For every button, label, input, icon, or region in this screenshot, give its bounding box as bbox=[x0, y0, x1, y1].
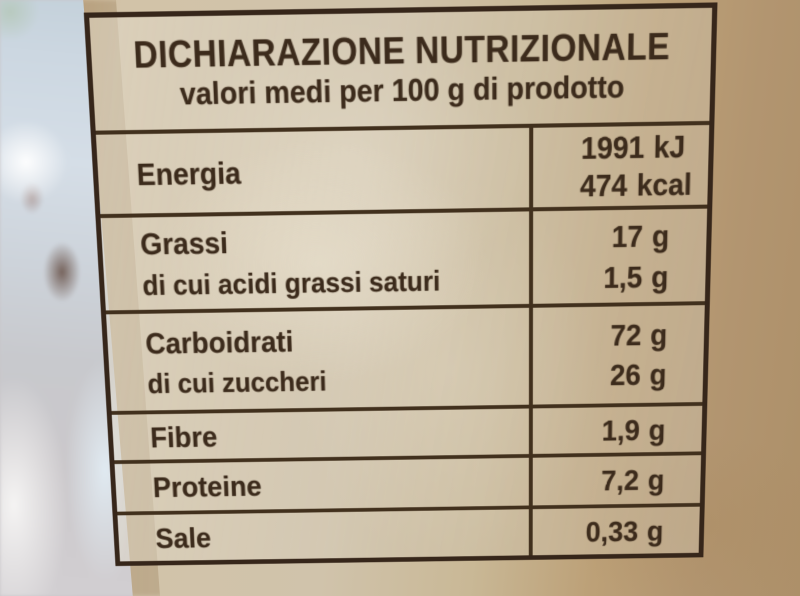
value-number: 1,5 bbox=[603, 259, 643, 295]
value-line: 72 g bbox=[539, 314, 695, 356]
value-line: 1,9 g bbox=[539, 409, 693, 450]
row-label: Proteine bbox=[152, 469, 263, 504]
row-value-cell: 0,33 g bbox=[528, 506, 700, 556]
row-proteine: Proteine 7,2 g bbox=[114, 451, 702, 512]
row-sublabel: di cui zuccheri bbox=[146, 365, 328, 400]
row-sublabel: di cui acidi grassi saturi bbox=[141, 265, 441, 303]
row-label-cell: Grassi di cui acidi grassi saturi bbox=[101, 211, 529, 310]
value-number: 26 bbox=[609, 357, 642, 392]
value-line: 1,5 g bbox=[539, 255, 696, 298]
value-number: 1,9 bbox=[601, 412, 641, 447]
row-value-cell: 72 g 26 g bbox=[528, 305, 705, 405]
value-line: 0,33 g bbox=[538, 511, 690, 551]
value-number: 0,33 bbox=[585, 514, 639, 548]
value-unit: g bbox=[649, 357, 667, 392]
value-number: 1991 bbox=[580, 129, 645, 167]
value-number: 17 bbox=[611, 218, 644, 254]
value-unit: kcal bbox=[636, 166, 692, 203]
row-label-cell: Energia bbox=[96, 128, 529, 214]
nutrition-table-frame: DICHIARAZIONE NUTRIZIONALE valori medi p… bbox=[83, 2, 718, 567]
table-header: DICHIARAZIONE NUTRIZIONALE valori medi p… bbox=[89, 8, 712, 131]
row-label: Grassi bbox=[139, 225, 229, 262]
value-line: 7,2 g bbox=[539, 460, 692, 501]
value-line: 17 g bbox=[539, 214, 697, 257]
value-unit: g bbox=[648, 412, 666, 447]
value-unit: g bbox=[651, 217, 670, 254]
row-label-cell: Fibre bbox=[112, 408, 529, 460]
row-value-cell: 1991 kJ 474 kcal bbox=[529, 125, 710, 208]
value-number: 474 bbox=[579, 167, 628, 204]
row-label: Sale bbox=[154, 520, 212, 555]
row-label: Fibre bbox=[149, 419, 218, 454]
value-unit: kJ bbox=[653, 128, 686, 165]
row-value-cell: 1,9 g bbox=[528, 405, 703, 455]
row-energia: Energia 1991 kJ 474 kcal bbox=[95, 120, 710, 215]
table-subtitle: valori medi per 100 g di prodotto bbox=[178, 68, 625, 112]
row-label: Energia bbox=[135, 154, 242, 192]
value-unit: g bbox=[647, 463, 665, 497]
row-grassi: Grassi di cui acidi grassi saturi 17 g 1… bbox=[100, 204, 708, 311]
row-label-cell: Proteine bbox=[115, 458, 529, 512]
nutrition-table: DICHIARAZIONE NUTRIZIONALE valori medi p… bbox=[83, 2, 718, 567]
value-line: 1991 kJ bbox=[539, 127, 699, 167]
value-number: 7,2 bbox=[601, 463, 640, 497]
row-label: Carboidrati bbox=[144, 323, 294, 361]
value-unit: g bbox=[651, 258, 669, 294]
row-value-cell: 7,2 g bbox=[528, 455, 702, 506]
value-line: 474 kcal bbox=[539, 165, 698, 205]
row-label-cell: Sale bbox=[117, 509, 528, 561]
row-sale: Sale 0,33 g bbox=[117, 502, 700, 562]
value-unit: g bbox=[646, 514, 664, 547]
value-line: 26 g bbox=[539, 354, 694, 396]
value-number: 72 bbox=[610, 317, 642, 353]
row-carboidrati: Carboidrati di cui zuccheri 72 g 26 g bbox=[105, 301, 705, 412]
row-fibre: Fibre 1,9 g bbox=[111, 402, 703, 461]
value-unit: g bbox=[650, 317, 668, 352]
row-value-cell: 17 g 1,5 g bbox=[529, 208, 708, 304]
row-label-cell: Carboidrati di cui zuccheri bbox=[106, 308, 529, 411]
